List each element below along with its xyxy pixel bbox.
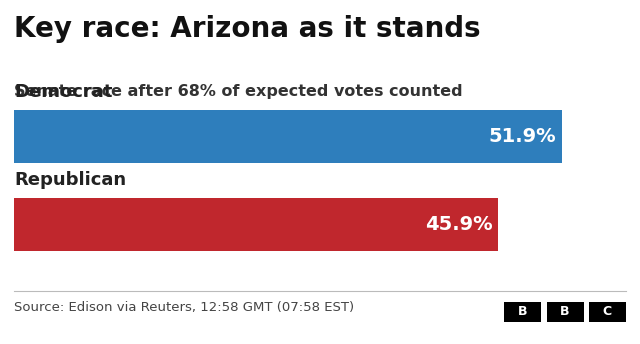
Text: B: B (561, 305, 570, 318)
FancyBboxPatch shape (547, 302, 584, 322)
Text: Democrat: Democrat (14, 84, 113, 101)
FancyBboxPatch shape (589, 302, 626, 322)
FancyBboxPatch shape (504, 302, 541, 322)
Text: C: C (603, 305, 612, 318)
Text: 45.9%: 45.9% (426, 215, 493, 234)
Text: Republican: Republican (14, 171, 126, 189)
Text: Source: Edison via Reuters, 12:58 GMT (07:58 EST): Source: Edison via Reuters, 12:58 GMT (0… (14, 301, 354, 314)
Text: B: B (518, 305, 527, 318)
FancyBboxPatch shape (14, 198, 499, 251)
Text: Key race: Arizona as it stands: Key race: Arizona as it stands (14, 15, 481, 43)
Text: 51.9%: 51.9% (489, 127, 556, 146)
FancyBboxPatch shape (14, 110, 561, 163)
Text: Senate race after 68% of expected votes counted: Senate race after 68% of expected votes … (14, 84, 463, 99)
